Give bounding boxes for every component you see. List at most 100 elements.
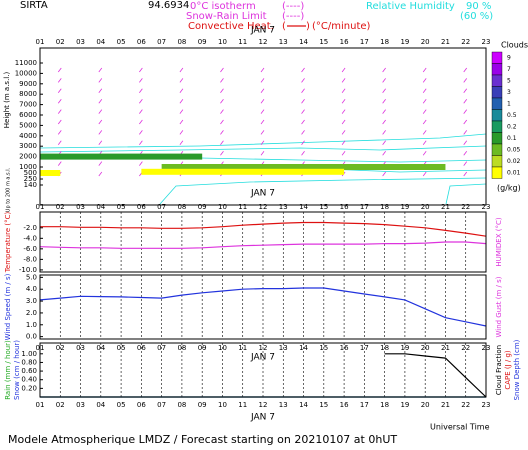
y-tick-label: 3.0 xyxy=(26,297,37,305)
x-tick-label: 09 xyxy=(198,401,207,409)
x-tick-label: 12 xyxy=(259,38,268,46)
rh-contour xyxy=(39,145,487,153)
x-tick-label: 10 xyxy=(218,203,227,211)
panel-date: JAN 7 xyxy=(250,189,275,199)
x-tick-label: 15 xyxy=(319,38,328,46)
snow-rain-key: (----) xyxy=(282,11,304,22)
x-tick-label: 02 xyxy=(56,203,65,211)
rh-contour xyxy=(39,133,487,149)
y-tick-label: 500 xyxy=(24,169,37,177)
rh-contour xyxy=(445,183,487,205)
wind-barb xyxy=(260,67,265,73)
y-tick-label: 250 xyxy=(24,175,37,183)
site: SIRTA xyxy=(20,0,48,11)
sub-label: Up to 200 m a.s.l. xyxy=(6,167,12,212)
colorbar-box xyxy=(491,143,503,156)
x-tick-label: 09 xyxy=(198,203,207,211)
wind-barb xyxy=(422,171,427,177)
x-tick-label: 22 xyxy=(461,203,470,211)
wind-barb xyxy=(463,67,468,73)
wind-barb xyxy=(341,88,346,94)
x-tick-label: 10 xyxy=(218,38,227,46)
wind-barb xyxy=(220,119,224,125)
wind-barb xyxy=(220,140,224,146)
wind-barb xyxy=(463,88,468,94)
x-tick-label: 17 xyxy=(360,401,369,409)
x-tick-label: 13 xyxy=(279,203,288,211)
y-tick-label: 0.20 xyxy=(21,384,37,392)
wind-barb xyxy=(260,78,265,83)
y-tick-label: -6.0 xyxy=(23,245,37,253)
convective-key: ( xyxy=(282,21,286,32)
x-tick-label: 21 xyxy=(441,401,450,409)
wind-barb xyxy=(382,109,386,114)
colorbar-label: 0.02 xyxy=(507,158,521,165)
wind-barb xyxy=(382,67,386,73)
colorbar-box xyxy=(491,120,503,133)
wind-barb xyxy=(463,130,468,135)
x-tick-label: 01 xyxy=(36,203,45,211)
wind-barb xyxy=(57,140,62,146)
footer-date: JAN 7 xyxy=(250,413,275,423)
x-tick-label: 13 xyxy=(279,38,288,46)
wind-barb xyxy=(98,140,103,146)
x-tick-label: 14 xyxy=(299,203,308,211)
y-tick-label: 7000 xyxy=(19,101,37,109)
wind-barb xyxy=(382,119,386,125)
x-tick-label: 14 xyxy=(299,401,308,409)
x-tick-label: 04 xyxy=(96,401,105,409)
panel-date: JAN 7 xyxy=(250,26,275,36)
wind-barb xyxy=(301,109,305,114)
wind-barb xyxy=(57,161,62,166)
wind-barb xyxy=(463,109,468,114)
x-tick-label: 22 xyxy=(461,344,470,352)
x-tick-label: 10 xyxy=(218,344,227,352)
x-tick-label: 19 xyxy=(400,344,409,352)
convective-unit: (°C/minute) xyxy=(312,21,371,32)
cloud-layer xyxy=(141,168,345,175)
y-tick-label: 8000 xyxy=(19,90,37,98)
y-tick-label: 11000 xyxy=(15,59,37,67)
wind-barb xyxy=(422,150,427,156)
wind-barb xyxy=(422,88,427,94)
x-tick-label: 12 xyxy=(259,203,268,211)
rh-low: (60 %) xyxy=(460,11,493,22)
x-tick-label: 15 xyxy=(319,401,328,409)
wind-barb xyxy=(301,130,305,135)
coordinate: 94.6934 xyxy=(148,0,189,11)
y-tick-label: -8.0 xyxy=(23,255,37,263)
x-tick-label: 06 xyxy=(137,344,146,352)
isotherm-label: 0°C isotherm xyxy=(190,1,256,12)
x-tick-label: 23 xyxy=(482,344,491,352)
wind-barb xyxy=(341,78,346,83)
y-tick-label: 1000 xyxy=(19,163,37,171)
y-tick-label: 2000 xyxy=(19,153,37,161)
y-axis-label: Height (m a.s.l.) xyxy=(3,72,11,129)
panel-frame xyxy=(39,211,487,273)
colorbar-box xyxy=(491,155,503,168)
x-tick-label: 18 xyxy=(380,203,389,211)
wind-barb xyxy=(260,140,265,146)
wind-barb xyxy=(179,109,184,114)
rh-high: 90 % xyxy=(466,1,491,12)
wind-barb xyxy=(301,78,305,83)
wind-barb xyxy=(139,88,143,94)
wind-barb xyxy=(341,130,346,135)
wind-barb xyxy=(57,67,62,73)
x-tick-label: 21 xyxy=(441,203,450,211)
colorbar-box xyxy=(491,109,503,122)
snow-rain-label: Snow-Rain Limit xyxy=(186,11,267,22)
wind-barb xyxy=(57,78,62,83)
series-line xyxy=(39,241,487,249)
cloud-layer xyxy=(40,153,203,160)
colorbar-label: 7 xyxy=(507,66,511,73)
wind-barb xyxy=(57,119,62,125)
y-tick-label: 5.0 xyxy=(26,273,37,281)
x-tick-label: 20 xyxy=(421,203,430,211)
x-tick-label: 07 xyxy=(157,203,166,211)
x-tick-label: 06 xyxy=(137,203,146,211)
x-tick-label: 04 xyxy=(96,203,105,211)
colorbar-title: Clouds xyxy=(501,41,528,50)
wind-barb xyxy=(179,140,184,146)
wind-barb xyxy=(341,119,346,125)
